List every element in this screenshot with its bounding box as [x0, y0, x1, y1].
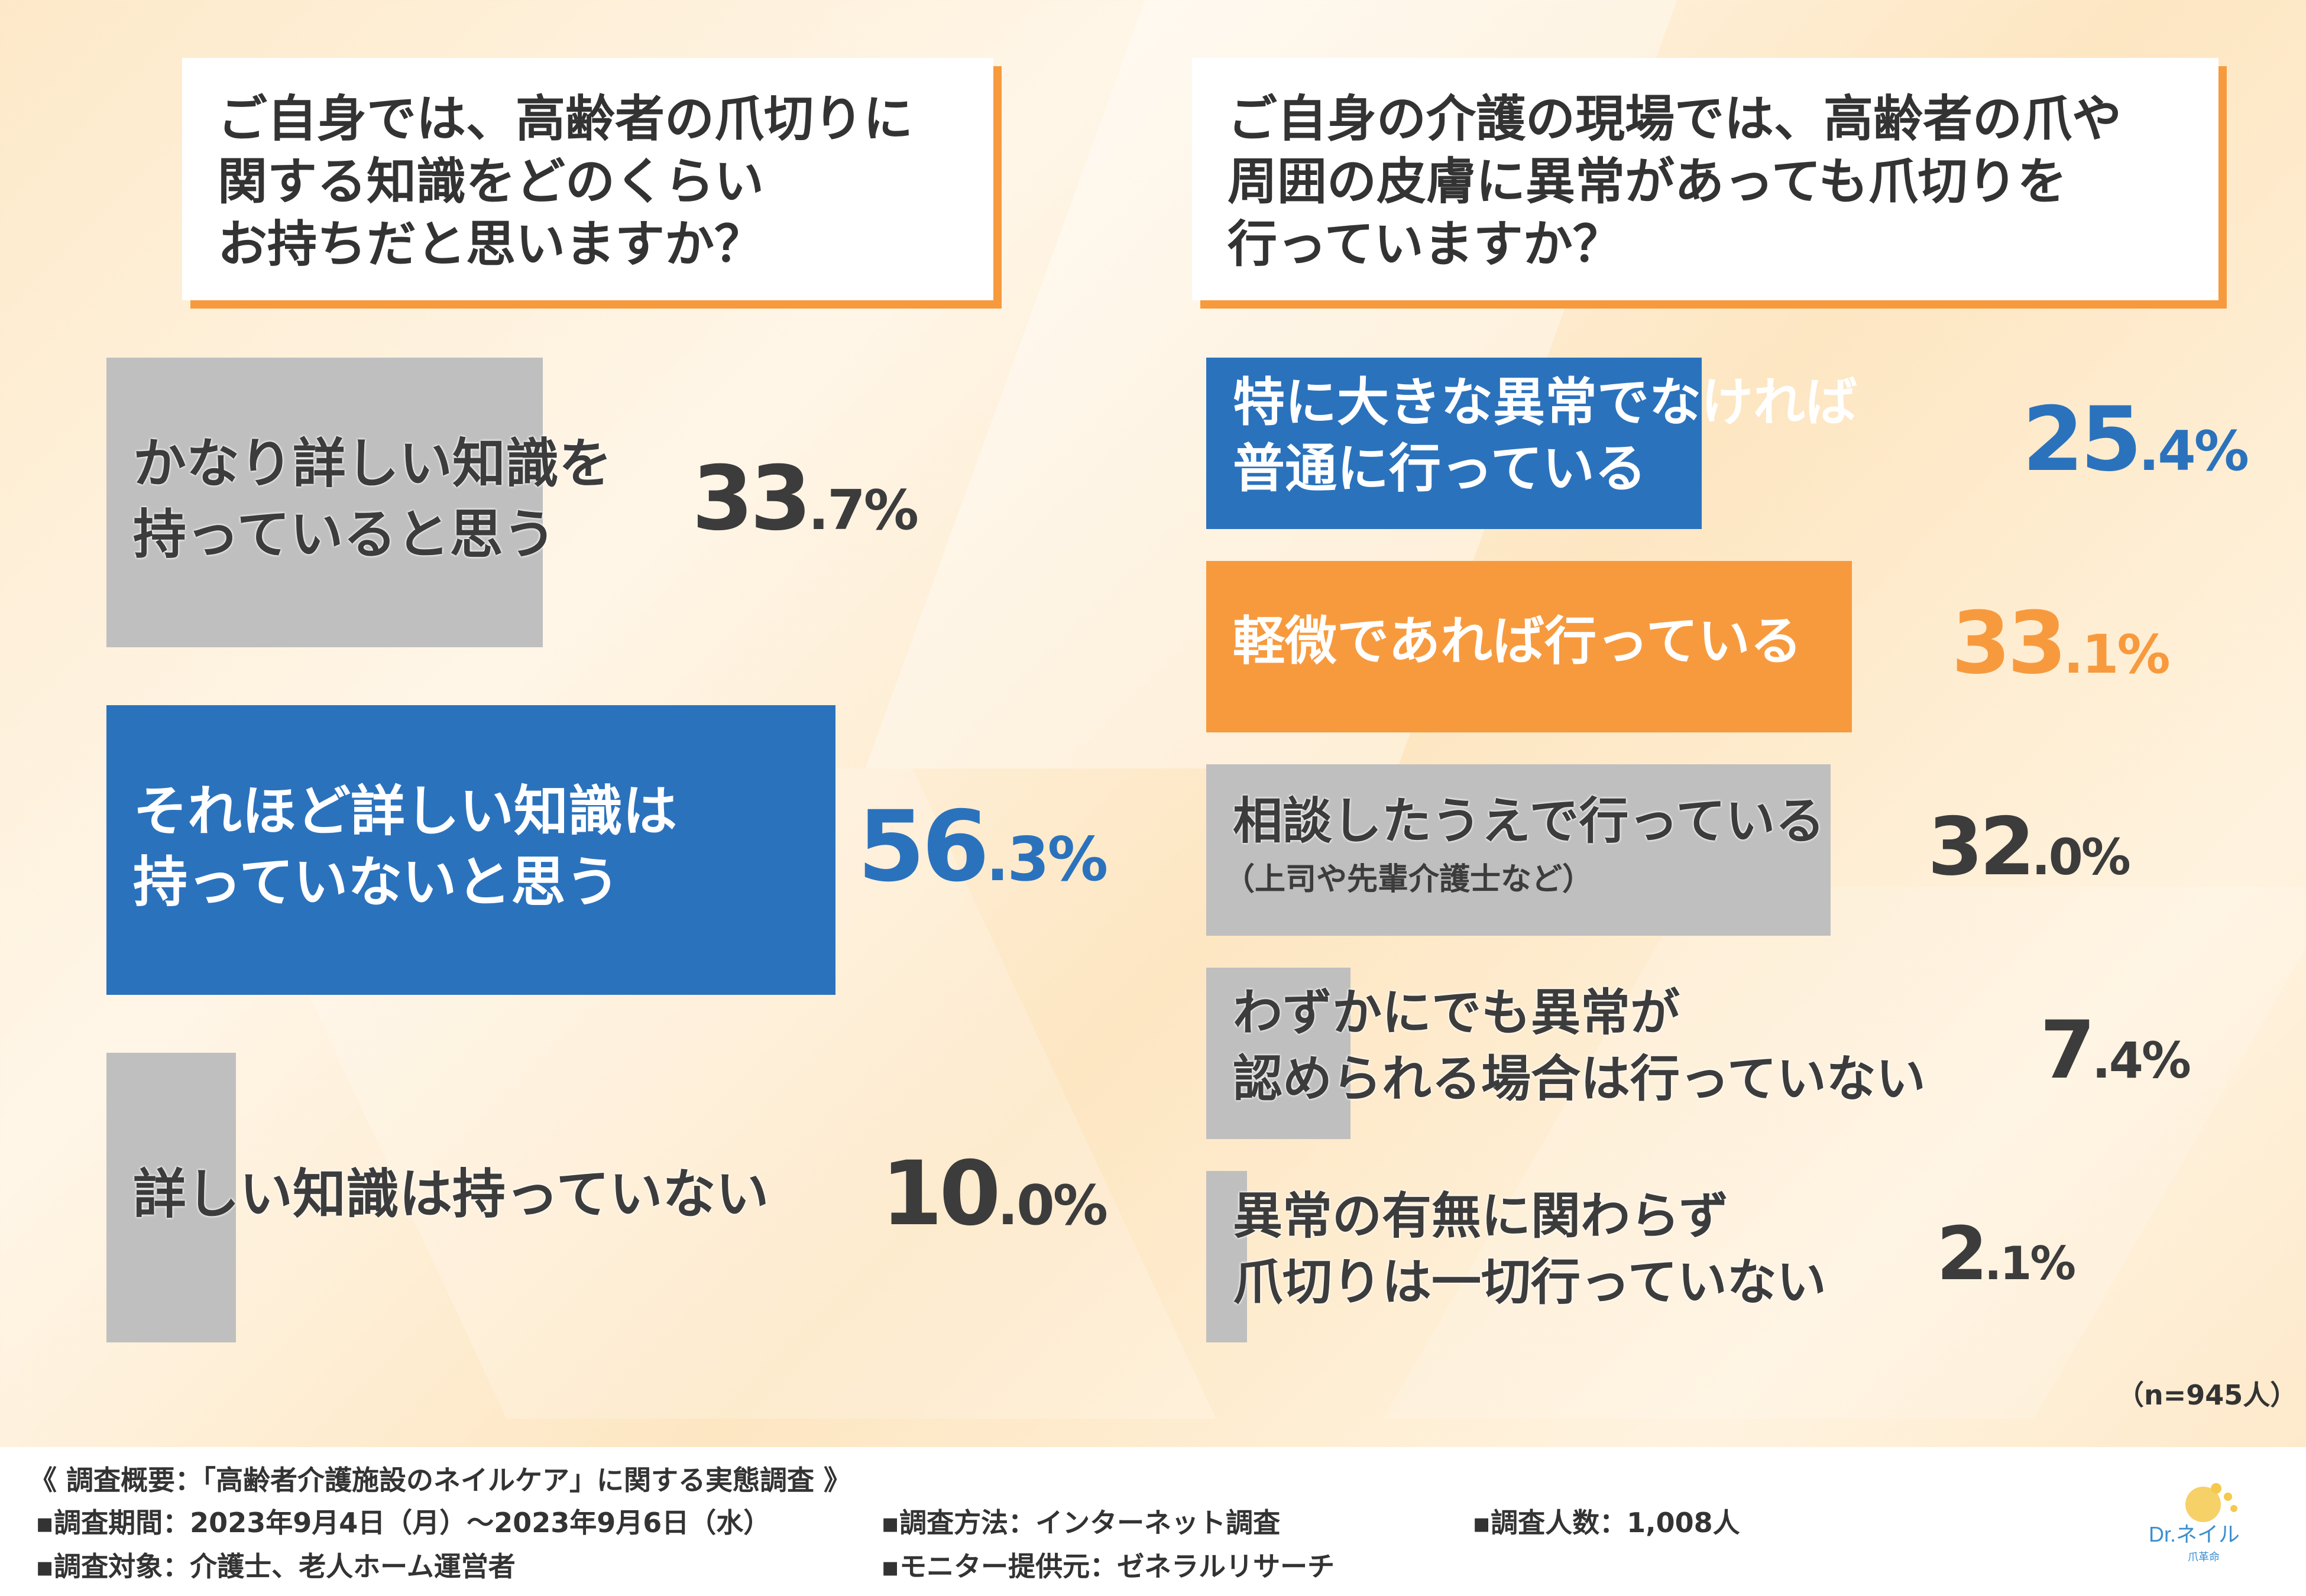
- right-question-box: ご自身の介護の現場では、高齢者の爪や 周囲の皮膚に異常があっても爪切りを 行って…: [1192, 58, 2218, 300]
- bar-1: [106, 358, 543, 647]
- logo-subtext: 爪革命: [2188, 1551, 2220, 1563]
- footer-target: ▪調査対象：介護士、老人ホーム運営者: [35, 1550, 516, 1582]
- value-label-2: 33.1%: [1951, 593, 2171, 694]
- bar-label-2: それほど詳しい知識は 持っていないと思う: [133, 780, 678, 914]
- bar-2: [106, 705, 835, 995]
- bar-label-3: 詳しい知識は持っていない: [133, 1163, 769, 1225]
- bar-label-2: 軽微であれば行っている: [1233, 611, 1802, 672]
- bar-label-1: 特に大きな異常でなければ 普通に行っている: [1233, 372, 1858, 499]
- footer-period: ▪調査期間：2023年9月4日（月）～2023年9月6日（水）: [35, 1507, 771, 1539]
- value-label-1: 33.7%: [692, 447, 919, 550]
- bar-label-3: 相談したうえで行っている: [1233, 792, 1825, 850]
- value-label-3: 32.0%: [1928, 800, 2131, 894]
- background-shard: [1384, 887, 2306, 1419]
- bar-2: [1206, 561, 1852, 732]
- survey-footer: 《 調査概要：「高齢者介護施設のネイルケア」に関する実態調査 》 ▪調査期間：2…: [0, 1447, 2306, 1596]
- value-label-2: 56.3%: [857, 789, 1108, 903]
- footer-count: ▪調査人数：1,008人: [1472, 1507, 1740, 1539]
- value-label-5: 2.1%: [1936, 1211, 2076, 1297]
- bar-4: [1206, 968, 1351, 1139]
- bar-label-1: かなり詳しい知識を 持っていると思う: [133, 433, 612, 566]
- logo-text: Dr.ネイル: [2149, 1522, 2240, 1546]
- bar-label-4: わずかにでも異常が 認められる場合は行っていない: [1233, 984, 1926, 1108]
- footer-title: 《 調査概要：「高齢者介護施設のネイルケア」に関する実態調査 》: [30, 1464, 851, 1496]
- sample-size-note: （n=945人）: [2117, 1379, 2298, 1411]
- bar-label-5: 異常の有無に関わらず 爪切りは一切行っていない: [1233, 1187, 1826, 1311]
- footer-method: ▪調査方法：インターネット調査: [881, 1507, 1281, 1539]
- value-label-3: 10.0%: [881, 1143, 1108, 1245]
- bar-1: [1206, 358, 1702, 529]
- bar-sublabel-3: （上司や先輩介護士など）: [1224, 862, 1594, 897]
- footer-provider: ▪モニター提供元：ゼネラルリサーチ: [881, 1550, 1335, 1582]
- value-label-4: 7.4%: [2040, 1004, 2191, 1097]
- bar-3: [1206, 764, 1831, 936]
- value-label-1: 25.4%: [2022, 388, 2249, 491]
- bar-5: [1206, 1171, 1248, 1342]
- left-question-box: ご自身では、高齢者の爪切りに 関する知識をどのくらい お持ちだと思いますか？: [182, 58, 993, 300]
- dr-nail-logo: Dr.ネイル 爪革命: [2149, 1483, 2240, 1563]
- bar-3: [106, 1053, 236, 1342]
